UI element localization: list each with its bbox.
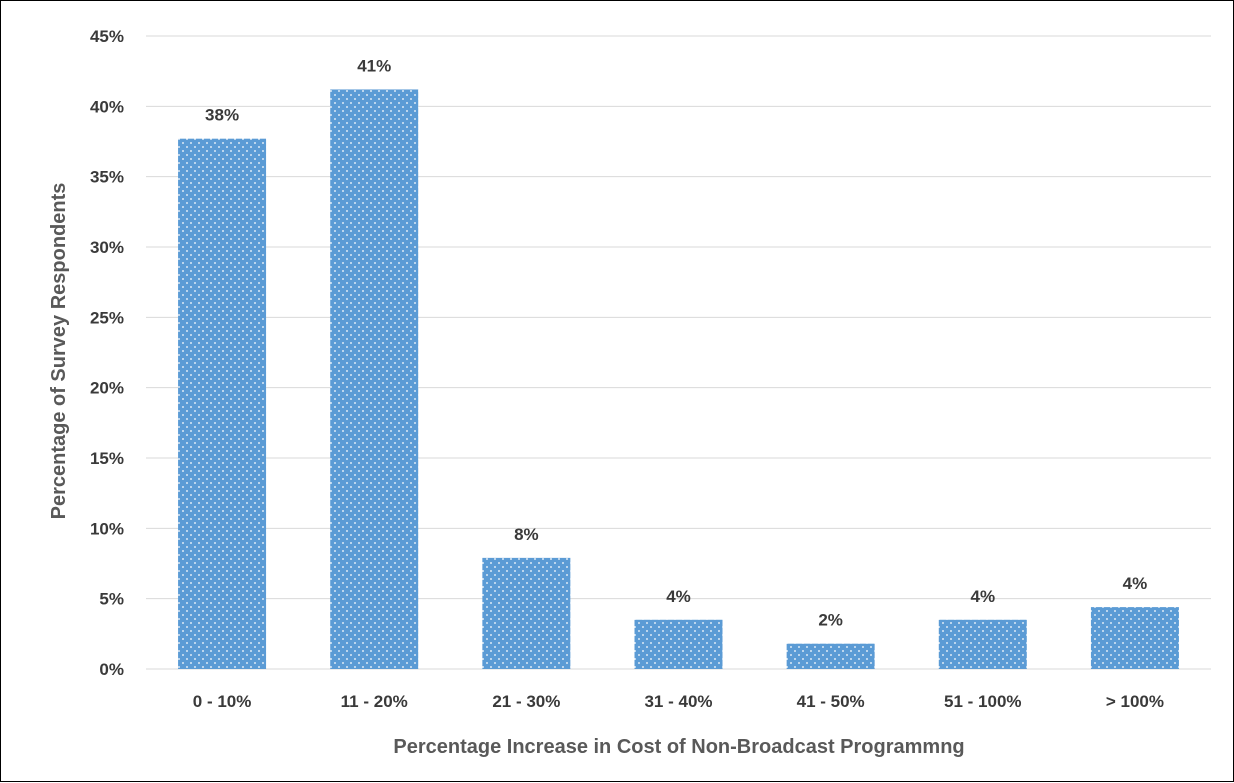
data-label: 2% <box>818 611 843 630</box>
y-tick-label: 30% <box>90 238 124 257</box>
y-tick-label: 40% <box>90 97 124 116</box>
bar <box>938 619 1027 669</box>
bar <box>178 138 267 670</box>
y-tick-label: 15% <box>90 449 124 468</box>
bar <box>786 643 875 669</box>
y-axis-title: Percentage of Survey Respondents <box>48 183 70 520</box>
x-tick-label: 31 - 40% <box>644 692 712 711</box>
gridlines <box>146 35 1211 670</box>
data-label: 8% <box>514 525 539 544</box>
bars <box>178 89 1179 670</box>
data-label: 4% <box>970 587 995 606</box>
y-tick-label: 5% <box>99 590 124 609</box>
y-tick-label: 35% <box>90 168 124 187</box>
x-tick-label: 11 - 20% <box>341 692 408 711</box>
y-tick-label: 45% <box>90 27 124 46</box>
x-tick-label: 51 - 100% <box>944 692 1022 711</box>
bar <box>330 89 419 670</box>
data-labels: 38% 41% 8% 4% 2% 4% 4% <box>205 56 1147 629</box>
data-label: 41% <box>357 56 391 75</box>
x-tick-label: 41 - 50% <box>797 692 865 711</box>
bar <box>634 619 723 669</box>
x-tick-label: > 100% <box>1106 692 1164 711</box>
data-label: 38% <box>205 106 239 125</box>
y-tick-label: 25% <box>90 308 124 327</box>
y-tick-label: 10% <box>90 519 124 538</box>
x-axis-title: Percentage Increase in Cost of Non-Broad… <box>393 736 964 758</box>
bar <box>1090 607 1179 669</box>
data-label: 4% <box>1123 574 1148 593</box>
y-tick-label: 20% <box>90 379 124 398</box>
bar <box>482 557 571 669</box>
y-axis-tick-labels: 0% 5% 10% 15% 20% 25% 30% 35% 40% 45% <box>90 27 124 679</box>
data-label: 4% <box>666 587 691 606</box>
y-tick-label: 0% <box>99 660 124 679</box>
x-tick-label: 0 - 10% <box>193 692 252 711</box>
x-tick-label: 21 - 30% <box>492 692 560 711</box>
x-axis-tick-labels: 0 - 10% 11 - 20% 21 - 30% 31 - 40% 41 - 50% 5… <box>193 692 1164 711</box>
